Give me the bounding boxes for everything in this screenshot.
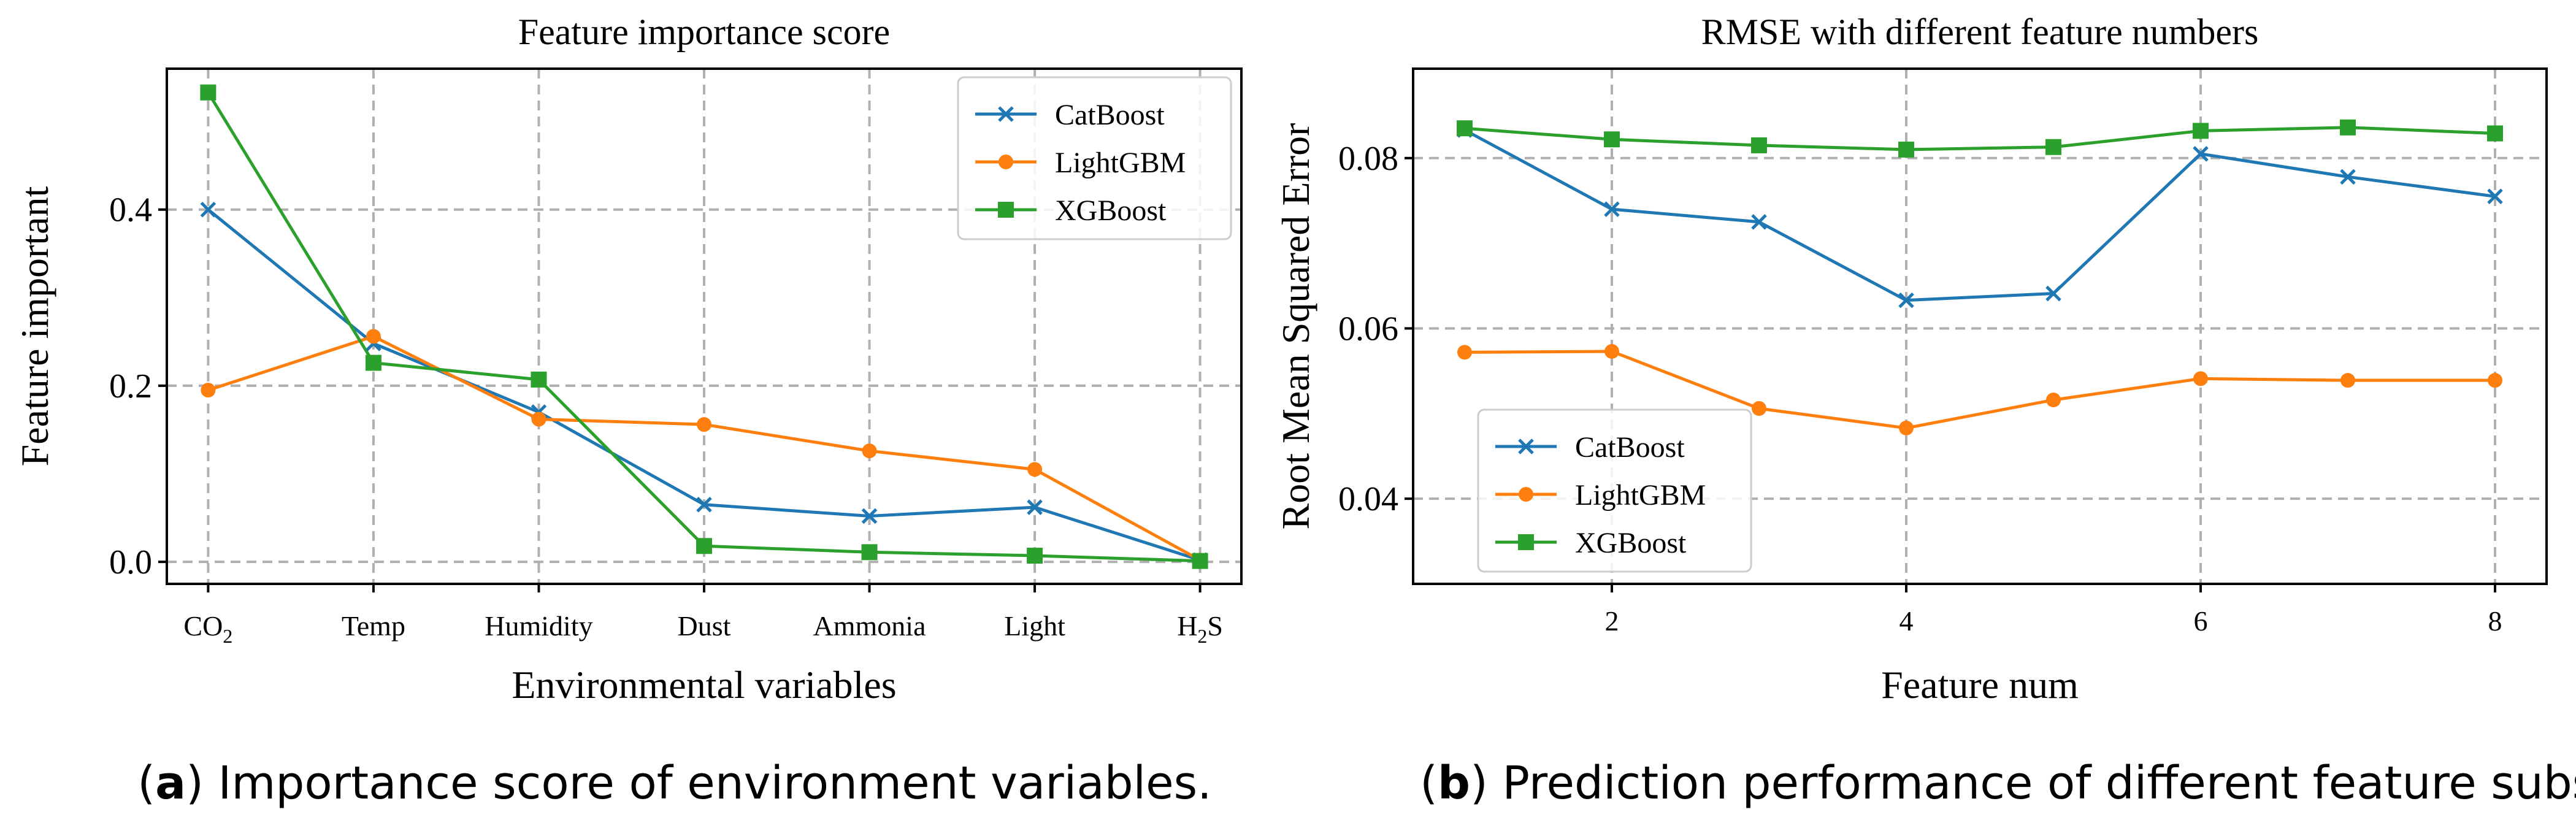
x-tick-label: 8 <box>2488 605 2502 637</box>
data-point-catboost <box>2340 169 2356 185</box>
legend-marker-xgboost <box>998 202 1014 218</box>
panel-b-rmse: 0.04 0.06 0.08 2 4 6 8 RMSE with different feat… <box>1274 12 2576 810</box>
data-point-xgboost <box>531 371 547 388</box>
data-point-lightgbm <box>862 443 877 459</box>
data-point-xgboost <box>1027 548 1043 564</box>
axes-frame <box>1412 67 2548 585</box>
x-tick-label: H2S <box>1177 610 1223 647</box>
x-tick-label: 6 <box>2194 605 2208 637</box>
legend-label-catboost: CatBoost <box>1055 99 1165 131</box>
data-point-xgboost <box>1751 137 1767 153</box>
data-point-xgboost <box>2487 125 2503 142</box>
x-tick-label: CO2 <box>183 610 232 647</box>
figure-caption: (a) Importance score of environment vari… <box>137 757 1211 810</box>
data-point-lightgbm <box>2046 393 2061 408</box>
y-tick-label: 0.2 <box>109 367 152 405</box>
data-point-xgboost <box>861 544 878 561</box>
data-point-xgboost <box>365 354 381 371</box>
chart-title: Feature importance score <box>518 12 890 52</box>
y-axis-label: Feature important <box>13 186 56 466</box>
series-line-lightgbm <box>207 335 1201 562</box>
y-tick-label: 0.08 <box>1338 140 1398 178</box>
data-point-lightgbm <box>2488 373 2502 388</box>
data-point-lightgbm <box>2340 373 2355 388</box>
x-tick-label: Temp <box>342 610 405 642</box>
legend-marker-lightgbm <box>1519 487 1533 502</box>
legend-marker-lightgbm <box>999 155 1013 169</box>
data-point-xgboost <box>2340 119 2356 136</box>
caption-letter: a <box>155 757 186 810</box>
chart-title: RMSE with different feature numbers <box>1701 12 2259 52</box>
x-tick-label: 4 <box>1899 605 1914 637</box>
legend-marker-catboost <box>998 106 1014 122</box>
data-point-xgboost <box>1604 131 1620 148</box>
data-point-lightgbm <box>1752 400 1766 416</box>
data-point-catboost <box>2193 146 2209 162</box>
data-point-catboost <box>861 508 878 524</box>
data-point-lightgbm <box>1457 345 1472 360</box>
x-tick-label: Dust <box>678 610 731 642</box>
data-point-catboost <box>2045 285 2061 302</box>
data-point-catboost <box>2487 188 2503 205</box>
data-point-catboost <box>1898 292 1914 308</box>
legend-label-catboost: CatBoost <box>1575 431 1685 464</box>
caption-text: Importance score of environment variable… <box>204 757 1212 810</box>
data-point-catboost <box>1751 214 1767 230</box>
x-axis-label: Feature num <box>1881 663 2079 707</box>
caption-text: Prediction performance of different feat… <box>1488 757 2576 810</box>
data-point-lightgbm <box>201 383 216 398</box>
series-line-catboost <box>1463 128 2496 302</box>
data-point-lightgbm <box>1604 343 1619 359</box>
figure-caption: (b) Prediction performance of different … <box>1420 757 2576 810</box>
y-tick-label: 0.04 <box>1338 480 1398 518</box>
legend-box <box>1477 408 1752 573</box>
data-point-xgboost <box>2193 123 2209 139</box>
legend-marker-xgboost <box>1518 534 1534 550</box>
data-point-lightgbm <box>366 329 381 344</box>
legend-label-lightgbm: LightGBM <box>1575 479 1706 511</box>
data-point-lightgbm <box>2193 371 2208 386</box>
data-point-catboost <box>200 201 217 218</box>
y-tick-label: 0.0 <box>109 543 152 581</box>
data-point-xgboost <box>2045 139 2061 155</box>
x-tick-label: Humidity <box>485 610 592 642</box>
data-point-lightgbm <box>1899 420 1914 435</box>
data-point-lightgbm <box>1027 462 1043 477</box>
data-point-catboost <box>696 497 712 513</box>
legend-box <box>957 76 1232 240</box>
data-point-xgboost <box>1898 141 1914 158</box>
data-point-xgboost <box>1457 120 1473 137</box>
data-point-xgboost <box>200 84 217 101</box>
y-tick-label: 0.06 <box>1338 310 1398 348</box>
data-point-catboost <box>1027 499 1043 515</box>
panel-a-feature-importance: 0.0 0.2 0.4 CO2 Temp Humidity Dust Ammonia Light… <box>13 12 1243 810</box>
x-tick-label: Ammonia <box>813 610 926 642</box>
data-point-lightgbm <box>697 417 711 432</box>
legend-marker-catboost <box>1518 439 1534 454</box>
data-point-xgboost <box>1192 553 1208 569</box>
x-tick-label: 2 <box>1605 605 1619 637</box>
legend: CatBoost LightGBM XGBoost <box>957 76 1232 240</box>
y-tick-label: 0.4 <box>109 191 152 229</box>
y-axis-label: Root Mean Squared Error <box>1274 123 1317 530</box>
x-axis-label: Environmental variables <box>512 663 896 707</box>
legend-label-xgboost: XGBoost <box>1575 527 1687 559</box>
legend-label-lightgbm: LightGBM <box>1055 147 1186 179</box>
legend: CatBoost LightGBM XGBoost <box>1477 408 1752 573</box>
data-point-lightgbm <box>531 412 546 427</box>
data-point-catboost <box>1604 201 1620 217</box>
series-line-xgboost <box>1464 126 2496 151</box>
x-tick-label: Light <box>1004 610 1065 642</box>
caption-letter: b <box>1438 757 1470 810</box>
data-point-xgboost <box>696 538 712 554</box>
legend-label-xgboost: XGBoost <box>1055 194 1167 227</box>
series-line-lightgbm <box>1464 350 2495 430</box>
